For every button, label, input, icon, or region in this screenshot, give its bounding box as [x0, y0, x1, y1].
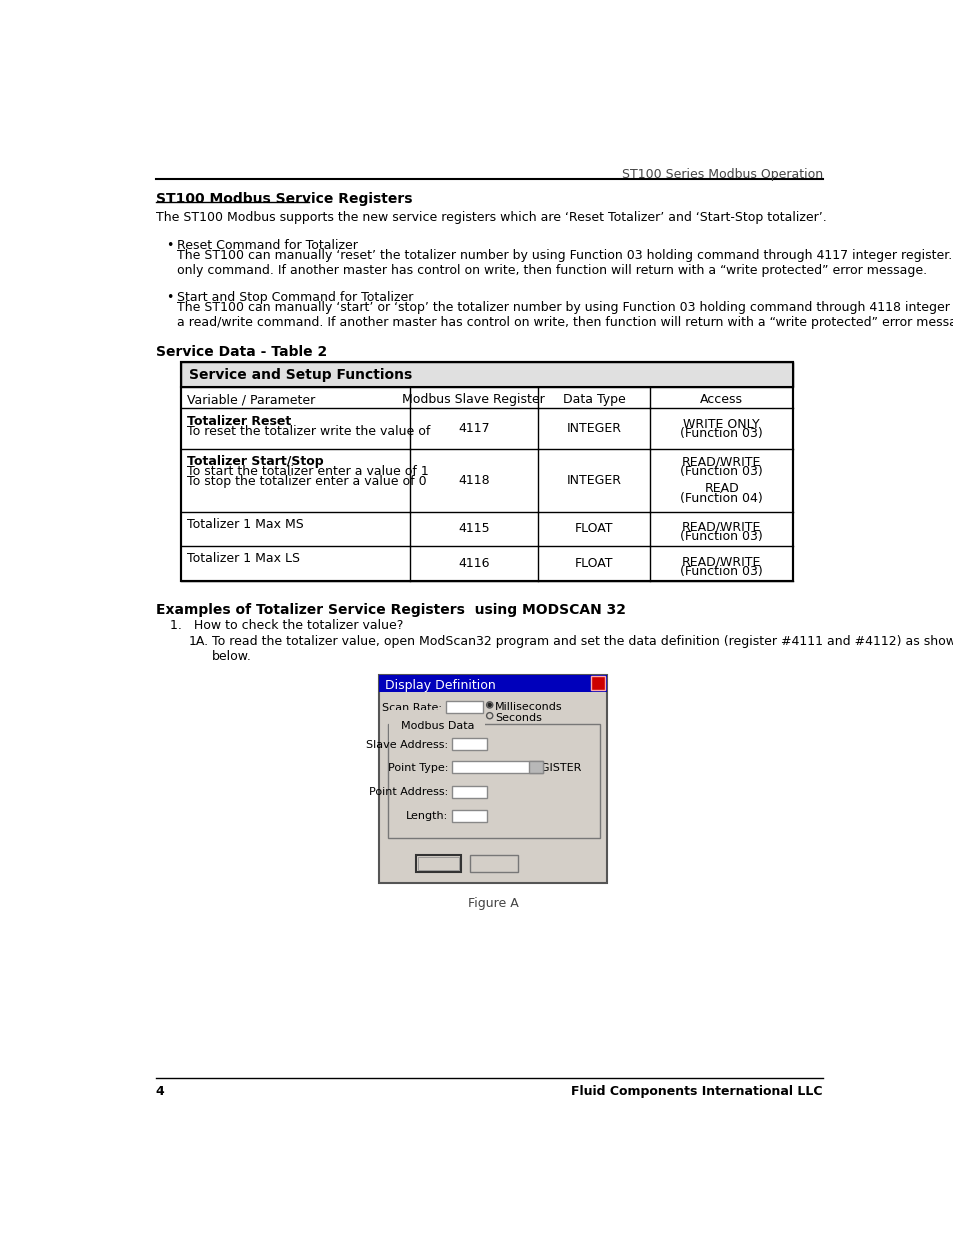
Text: Start and Stop Command for Totalizer: Start and Stop Command for Totalizer	[177, 290, 414, 304]
Bar	[452, 785, 486, 798]
Text: FLOAT: FLOAT	[574, 522, 613, 536]
Text: Examples of Totalizer Service Registers  using MODSCAN 32: Examples of Totalizer Service Registers …	[155, 603, 625, 616]
Bar	[445, 701, 482, 714]
Text: X: X	[593, 678, 601, 688]
Bar	[388, 724, 599, 839]
Text: Display Definition: Display Definition	[385, 679, 496, 692]
Bar	[181, 362, 793, 580]
Text: 4: 4	[155, 1086, 164, 1098]
Circle shape	[488, 704, 491, 706]
Text: FLOAT: FLOAT	[574, 557, 613, 571]
Text: Point Type:: Point Type:	[388, 763, 448, 773]
Text: READ/WRITE: READ/WRITE	[681, 456, 760, 468]
Text: INTEGER: INTEGER	[566, 422, 620, 435]
Text: •: •	[166, 240, 172, 252]
Text: Variable / Parameter: Variable / Parameter	[187, 393, 315, 406]
Text: READ/WRITE: READ/WRITE	[681, 556, 760, 568]
Text: 4116: 4116	[457, 557, 489, 571]
Text: •: •	[166, 290, 172, 304]
Bar	[416, 855, 460, 872]
Text: Point Address:: Point Address:	[369, 787, 448, 798]
Bar	[470, 855, 517, 872]
Text: Service Data - Table 2: Service Data - Table 2	[155, 345, 327, 358]
Text: Totalizer Reset: Totalizer Reset	[187, 415, 292, 427]
Text: Scan Rate:: Scan Rate:	[382, 703, 442, 713]
Text: Totalizer 1 Max MS: Totalizer 1 Max MS	[187, 517, 304, 531]
Text: 4111: 4111	[453, 788, 481, 798]
Text: Length:: Length:	[406, 811, 448, 821]
Bar	[452, 739, 486, 751]
Text: To start the totalizer enter a value of 1: To start the totalizer enter a value of …	[187, 464, 429, 478]
Text: 4115: 4115	[457, 522, 489, 536]
Text: INTEGER: INTEGER	[566, 473, 620, 487]
Text: Figure A: Figure A	[467, 897, 518, 910]
Text: Data Type: Data Type	[562, 393, 624, 406]
Bar	[378, 674, 607, 692]
Text: Seconds: Seconds	[495, 713, 541, 722]
Text: ST100 Series Modbus Operation: ST100 Series Modbus Operation	[621, 168, 822, 182]
Text: READ: READ	[703, 483, 739, 495]
Text: To read the totalizer value, open ModScan32 program and set the data definition : To read the totalizer value, open ModSca…	[212, 635, 953, 663]
Text: ▼: ▼	[533, 763, 538, 772]
Text: The ST100 Modbus supports the new service registers which are ‘Reset Totalizer’ : The ST100 Modbus supports the new servic…	[155, 211, 825, 225]
Text: To reset the totalizer write the value of: To reset the totalizer write the value o…	[187, 425, 431, 437]
Text: Access: Access	[700, 393, 742, 406]
Bar	[181, 362, 793, 580]
Text: (Function 03): (Function 03)	[679, 427, 762, 440]
Text: 2: 2	[453, 811, 460, 823]
Text: WRITE ONLY: WRITE ONLY	[682, 417, 760, 431]
Text: READ/WRITE: READ/WRITE	[681, 521, 760, 534]
Text: 1.   How to check the totalizer value?: 1. How to check the totalizer value?	[170, 620, 402, 632]
Text: Milliseconds: Milliseconds	[495, 701, 562, 711]
Bar	[181, 362, 793, 387]
Text: OK: OK	[429, 860, 447, 873]
Bar	[591, 677, 604, 690]
Text: Slave Address:: Slave Address:	[366, 740, 448, 750]
Text: 03 HOLDING REGISTER: 03 HOLDING REGISTER	[453, 763, 581, 773]
Text: (Function 03): (Function 03)	[679, 564, 762, 578]
Bar	[529, 761, 542, 773]
Text: (Function 03): (Function 03)	[679, 530, 762, 543]
Text: Cancel: Cancel	[473, 860, 516, 873]
Text: Modbus Data: Modbus Data	[400, 721, 474, 731]
Bar	[452, 810, 486, 823]
Text: Fluid Components International LLC: Fluid Components International LLC	[571, 1086, 822, 1098]
Text: The ST100 can manually ‘reset’ the totalizer number by using Function 03 holding: The ST100 can manually ‘reset’ the total…	[177, 249, 953, 277]
Text: To stop the totalizer enter a value of 0: To stop the totalizer enter a value of 0	[187, 474, 427, 488]
Text: The ST100 can manually ‘start’ or ‘stop’ the totalizer number by using Function : The ST100 can manually ‘start’ or ‘stop’…	[177, 300, 953, 329]
Text: 1A.: 1A.	[189, 635, 209, 648]
Text: (Function 04): (Function 04)	[679, 492, 762, 505]
Text: Reset Command for Totalizer: Reset Command for Totalizer	[177, 240, 358, 252]
Bar	[452, 761, 542, 773]
Text: 4118: 4118	[457, 473, 489, 487]
Bar	[418, 857, 458, 869]
Text: Totalizer Start/Stop: Totalizer Start/Stop	[187, 454, 324, 468]
Text: 4117: 4117	[457, 422, 489, 435]
Text: (Function 03): (Function 03)	[679, 464, 762, 478]
Text: Service and Setup Functions: Service and Setup Functions	[189, 368, 412, 383]
Text: Totalizer 1 Max LS: Totalizer 1 Max LS	[187, 552, 300, 566]
Bar	[378, 674, 607, 883]
Text: Modbus Slave Register: Modbus Slave Register	[402, 393, 544, 406]
Text: ST100 Modbus Service Registers: ST100 Modbus Service Registers	[155, 193, 412, 206]
Text: 1000: 1000	[447, 704, 475, 714]
Text: 1: 1	[453, 740, 459, 751]
